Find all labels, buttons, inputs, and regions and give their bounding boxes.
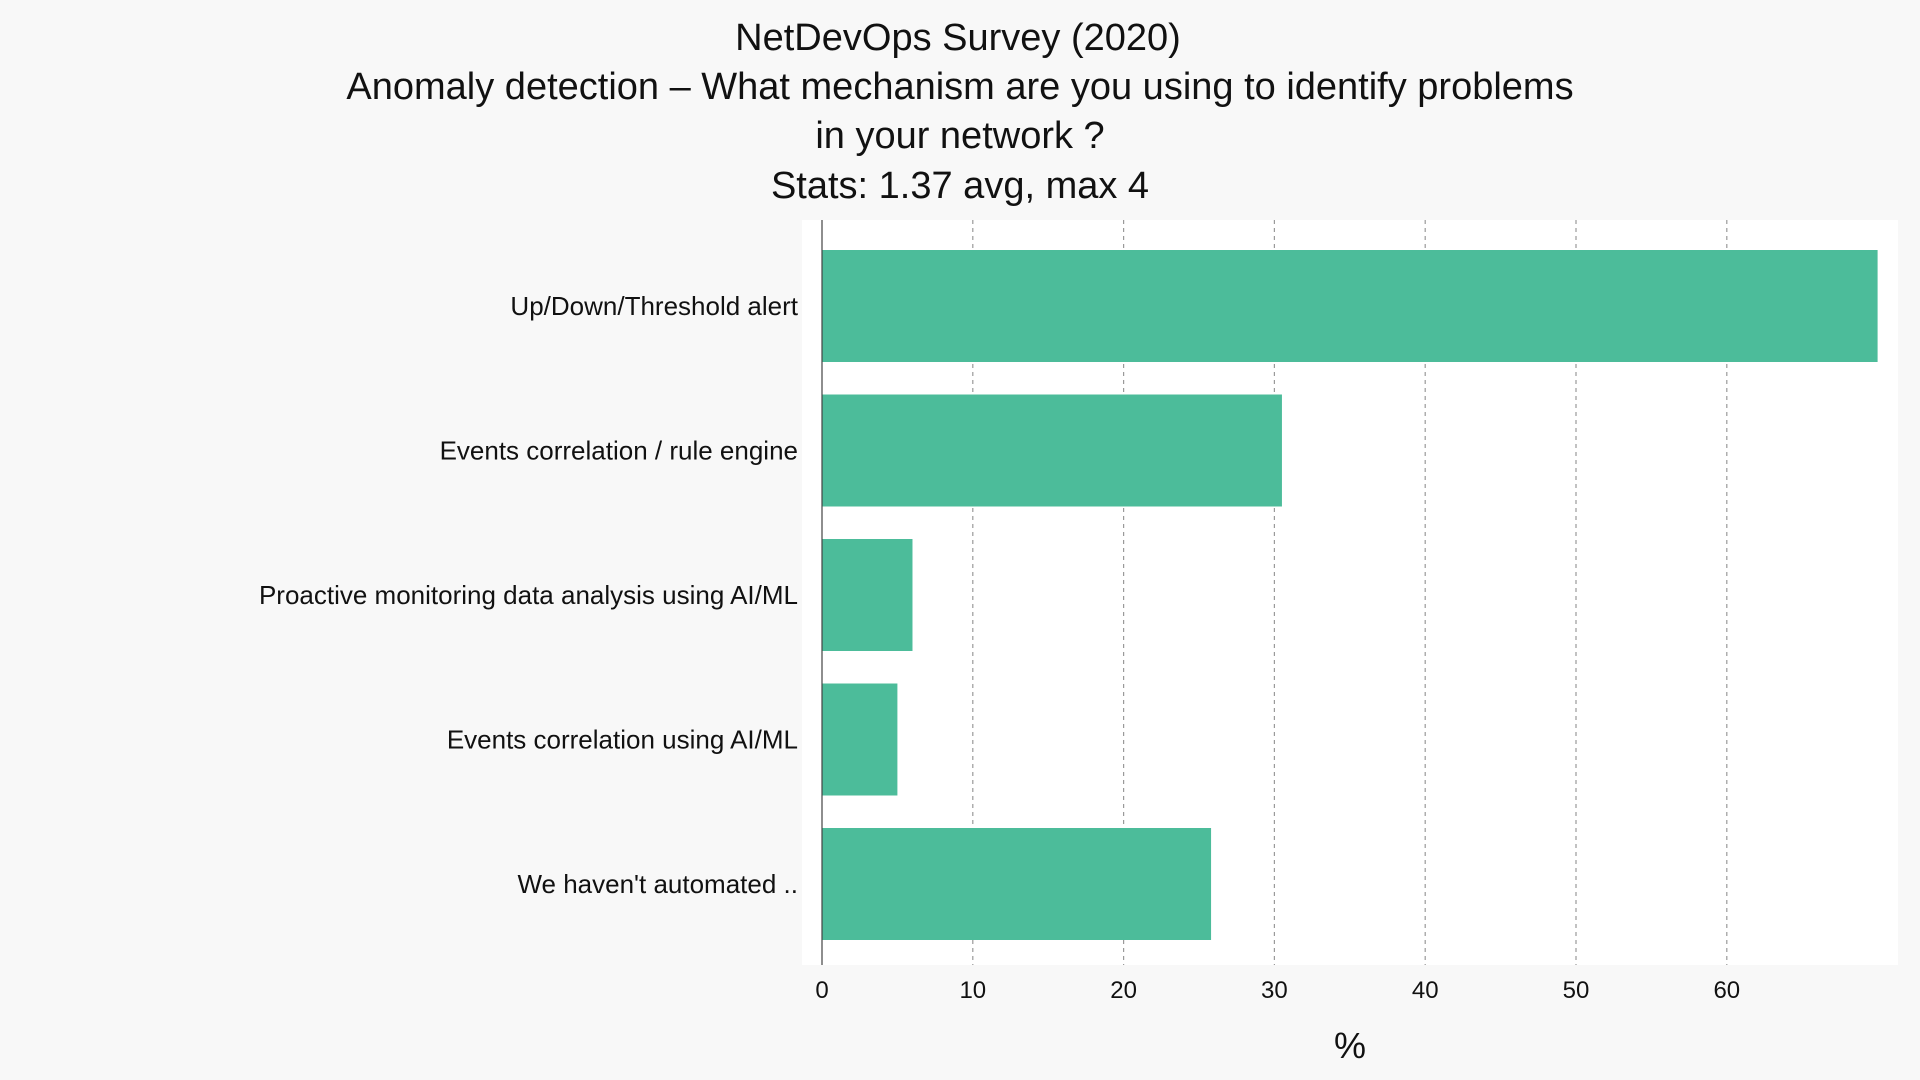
title-line-3: in your network ? bbox=[815, 115, 1104, 157]
category-label: Up/Down/Threshold alert bbox=[510, 291, 798, 321]
bars bbox=[822, 250, 1878, 940]
x-tick-label: 0 bbox=[815, 977, 828, 1004]
category-label: Proactive monitoring data analysis using… bbox=[259, 580, 798, 610]
chart-title: NetDevOps Survey (2020) Anomaly detectio… bbox=[346, 17, 1573, 207]
x-axis-title: % bbox=[1334, 1025, 1366, 1066]
category-label: Events correlation using AI/ML bbox=[447, 725, 798, 755]
bar bbox=[822, 539, 913, 651]
title-line-4: Stats: 1.37 avg, max 4 bbox=[771, 165, 1149, 207]
x-tick-label: 60 bbox=[1713, 977, 1740, 1004]
title-line-1: NetDevOps Survey (2020) bbox=[735, 17, 1181, 59]
category-label: We haven't automated .. bbox=[517, 869, 798, 899]
x-tick-label: 20 bbox=[1110, 977, 1137, 1004]
category-labels: Up/Down/Threshold alert Events correlatio… bbox=[259, 291, 799, 899]
bar bbox=[822, 250, 1878, 362]
title-line-2: Anomaly detection – What mechanism are y… bbox=[346, 66, 1573, 108]
x-tick-label: 40 bbox=[1412, 977, 1439, 1004]
x-tick-label: 30 bbox=[1261, 977, 1288, 1004]
bar bbox=[822, 828, 1212, 940]
x-tick-labels: 0 10 20 30 40 50 60 bbox=[815, 977, 1740, 1004]
x-tick-label: 50 bbox=[1563, 977, 1590, 1004]
bar bbox=[822, 683, 898, 796]
x-tick-label: 10 bbox=[959, 977, 986, 1004]
category-label: Events correlation / rule engine bbox=[440, 436, 798, 466]
bar bbox=[822, 394, 1282, 507]
